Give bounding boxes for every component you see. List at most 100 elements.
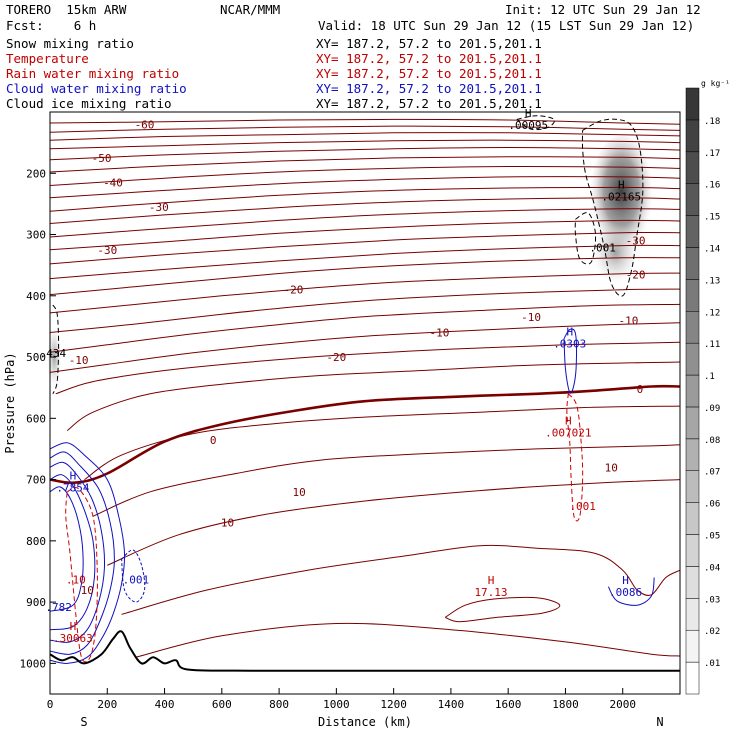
- temperature-contour-line: [49, 197, 681, 224]
- temperature-contour-label: -60: [135, 118, 155, 131]
- field-label-temperature: Temperature: [6, 51, 89, 66]
- colorbar-segment: [685, 502, 700, 535]
- extremum-marker: H: [566, 326, 573, 339]
- colorbar-tick-label: .11: [704, 340, 720, 350]
- x-tick-label: 1400: [438, 698, 465, 711]
- field-xy-snow: XY= 187.2, 57.2 to 201.5,201.1: [316, 36, 542, 51]
- y-tick-label: 500: [26, 351, 46, 364]
- y-axis-label: Pressure (hPa): [3, 352, 17, 453]
- temperature-contour-line: [49, 118, 681, 125]
- colorbar-segment: [685, 183, 700, 216]
- y-tick-label: 1000: [20, 657, 47, 670]
- colorbar-tick-label: .07: [704, 468, 720, 478]
- y-tick-label: 400: [26, 290, 46, 303]
- colorbar-segment: [685, 342, 700, 376]
- extremum-value: .001: [569, 500, 596, 513]
- temperature-contours: [49, 118, 681, 658]
- cloud-water-contour-lowlevel: [49, 486, 84, 612]
- extremum-value: .7854: [56, 482, 89, 495]
- colorbar-segment: [685, 661, 700, 695]
- temperature-contour-label: -30: [149, 201, 169, 214]
- colorbar-tick-label: .14: [704, 244, 720, 254]
- temperature-contour-label: 10: [605, 461, 618, 474]
- contour-labels: -60 -50 -40 -30 -30 -20 -20 -10 -10 -10 -10 0 0 10 10 1…: [40, 107, 646, 645]
- temperature-contour-line: [49, 139, 681, 150]
- temperature-contour-label: -10: [69, 354, 89, 367]
- extremum-marker: H: [622, 574, 629, 587]
- cloud-water-contour-lowlevel: [49, 461, 106, 643]
- temperature-contour-label: -10: [521, 311, 541, 324]
- colorbar-tick-label: .03: [704, 595, 720, 605]
- north-label: N: [656, 715, 663, 729]
- colorbar-segment: [685, 119, 700, 153]
- colorbar: .01 .02 .03 .04 .05 .06 .07 .08 .09 .1 .11 .12 .13 .1…: [685, 79, 730, 695]
- temperature-contour-line: [49, 125, 681, 133]
- colorbar-segment: [685, 629, 700, 663]
- extremum-value: .00095: [508, 119, 548, 132]
- colorbar-tick-label: .17: [704, 149, 720, 159]
- extremum-marker: H: [488, 574, 495, 587]
- colorbar-segment: [685, 566, 700, 599]
- extremum-value: .001: [123, 574, 150, 587]
- cloud-water-contour-lowlevel: [49, 442, 126, 664]
- field-xy-temperature: XY= 187.2, 57.2 to 201.5,201.1: [316, 51, 542, 66]
- temperature-contour-label: -10: [430, 327, 450, 340]
- extremum-marker: H: [525, 107, 532, 120]
- colorbar-segment: [685, 534, 700, 567]
- colorbar-tick-label: .08: [704, 436, 720, 446]
- colorbar-tick-label: .18: [704, 117, 720, 127]
- forecast-hour: Fcst: 6 h: [6, 18, 97, 33]
- colorbar-segment: [685, 374, 700, 408]
- temperature-contour-line: [49, 231, 681, 265]
- colorbar-unit: g kg⁻¹: [701, 79, 730, 88]
- y-tick-label: 800: [26, 535, 46, 548]
- valid-time: Valid: 18 UTC Sun 29 Jan 12 (15 LST Sun …: [318, 18, 695, 33]
- temperature-contour-line: [107, 479, 681, 566]
- colorbar-segment: [685, 311, 700, 344]
- colorbar-segment: [685, 247, 700, 280]
- temperature-contour-line: [55, 341, 681, 395]
- temperature-contour-label: 10: [81, 584, 94, 597]
- temperature-contour-label: -20: [326, 351, 346, 364]
- terrain-line: [49, 630, 680, 672]
- colorbar-tick-label: .13: [704, 276, 720, 286]
- extremum-marker: H: [618, 179, 625, 192]
- center-title: NCAR/MMM: [220, 2, 281, 17]
- x-tick-label: 800: [269, 698, 289, 711]
- colorbar-tick-label: .06: [704, 500, 720, 510]
- temperature-contour-line: [49, 186, 681, 212]
- extremum-value: .30063: [53, 632, 93, 645]
- x-tick-label: 1000: [323, 698, 350, 711]
- temperature-contour-line: [49, 208, 681, 238]
- colorbar-tick-label: .02: [704, 627, 720, 637]
- temperature-contour-label: 0: [210, 434, 217, 447]
- temperature-contour-line: [49, 219, 681, 251]
- temperature-contour-label: 10: [293, 486, 306, 499]
- cloud-ice-contour: [581, 118, 644, 297]
- temperature-contour-label: -40: [103, 176, 123, 189]
- temperature-contour-line: [92, 444, 681, 517]
- field-label-rain: Rain water mixing ratio: [6, 66, 180, 81]
- temperature-contour-line: [49, 303, 681, 353]
- colorbar-tick-label: .09: [704, 404, 720, 414]
- init-time: Init: 12 UTC Sun 29 Jan 12: [505, 2, 701, 17]
- freezing-level-line: [49, 384, 681, 485]
- extremum-marker: H: [565, 415, 572, 428]
- south-label: S: [80, 715, 87, 729]
- temperature-contour-line: [84, 405, 681, 481]
- y-tick-label: 300: [26, 229, 46, 242]
- extremum-value: .0303: [553, 338, 586, 351]
- temperature-contour-label: -20: [626, 268, 646, 281]
- x-tick-label: 2000: [609, 698, 636, 711]
- y-tick-label: 600: [26, 412, 46, 425]
- colorbar-tick-label: .04: [704, 563, 720, 573]
- x-tick-label: 600: [212, 698, 232, 711]
- colorbar-tick-label: .05: [704, 532, 720, 542]
- x-tick-label: 400: [155, 698, 175, 711]
- temperature-contour-line: [121, 544, 681, 615]
- temperature-contour-line: [49, 176, 681, 199]
- plot-frame: [49, 111, 681, 695]
- temperature-contour-label: -20: [283, 284, 303, 297]
- colorbar-tick-label: .16: [704, 181, 720, 191]
